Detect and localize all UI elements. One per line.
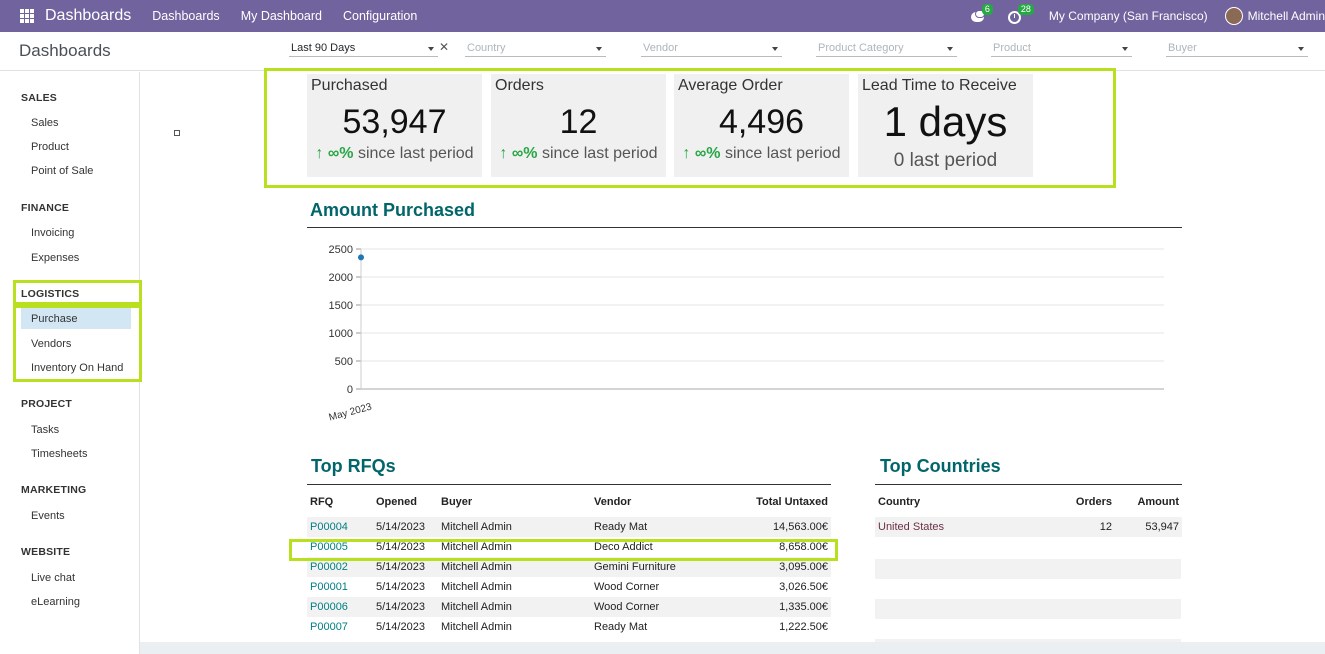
table-row[interactable]: P00007 5/14/2023 Mitchell Admin Ready Ma… <box>310 621 828 633</box>
column-header-rfq[interactable]: RFQ <box>310 495 334 508</box>
sidebar-item-point-of-sale[interactable]: Point of Sale <box>31 165 94 177</box>
user-avatar[interactable] <box>1224 7 1243 25</box>
horizontal-scrollbar[interactable] <box>140 642 1325 654</box>
trend-up-icon: ↑ <box>682 145 691 162</box>
y-tick-label: 2000 <box>329 272 353 284</box>
kpi-average-order[interactable]: Average Order 4,496 ↑ ∞% since last peri… <box>674 74 849 177</box>
chevron-down-icon <box>1298 47 1304 51</box>
empty-table-row <box>875 639 1181 642</box>
chat-count-badge: 6 <box>981 4 993 15</box>
sidebar-item-events[interactable]: Events <box>31 510 65 522</box>
column-header-buyer[interactable]: Buyer <box>441 495 473 508</box>
filter-date-range[interactable]: Last 90 Days ✕ <box>289 40 449 57</box>
kpi-purchased[interactable]: Purchased 53,947 ↑ ∞% since last period <box>307 74 482 177</box>
control-panel: Dashboards Last 90 Days ✕ Country Vendor… <box>0 32 1325 71</box>
data-point <box>358 254 364 261</box>
sidebar-section-marketing: MARKETING <box>21 484 87 496</box>
drag-handle-icon[interactable] <box>174 130 180 136</box>
chevron-down-icon <box>596 47 602 51</box>
table-header-row: RFQ Opened Buyer Vendor Total Untaxed <box>307 486 831 517</box>
sidebar-active-highlight <box>21 308 131 329</box>
activity-count-badge: 28 <box>1017 4 1034 15</box>
table-row[interactable]: P00006 5/14/2023 Mitchell Admin Wood Cor… <box>307 597 831 617</box>
table-row[interactable]: P00001 5/14/2023 Mitchell Admin Wood Cor… <box>310 581 828 593</box>
column-header-amount[interactable]: Amount <box>1137 495 1179 508</box>
clear-filter-icon[interactable]: ✕ <box>438 40 449 54</box>
table-header-row: Country Orders Amount <box>875 486 1182 517</box>
sidebar-item-invoicing[interactable]: Invoicing <box>31 227 75 239</box>
activity-clock-icon[interactable]: 28 <box>1007 4 1034 24</box>
y-tick-label: 2500 <box>329 244 353 256</box>
column-header-vendor[interactable]: Vendor <box>594 495 632 508</box>
filter-vendor[interactable]: Vendor <box>641 40 782 57</box>
sidebar-section-website: WEBSITE <box>21 546 71 558</box>
table-row[interactable]: United States 12 53,947 <box>875 517 1182 537</box>
section-divider <box>875 484 1182 485</box>
company-switcher[interactable]: My Company (San Francisco) <box>1048 9 1208 23</box>
amount-purchased-chart: 0 500 1000 1500 2000 2500 May 2023 <box>307 236 1177 426</box>
sidebar-item-inventory-on-hand[interactable]: Inventory On Hand <box>31 362 124 374</box>
chevron-down-icon <box>428 47 434 51</box>
sidebar-item-purchase[interactable]: Purchase <box>31 313 78 325</box>
sidebar-item-product[interactable]: Product <box>31 141 69 153</box>
amount-purchased-title: Amount Purchased <box>310 200 476 220</box>
menu-dashboards[interactable]: Dashboards <box>152 9 220 23</box>
chevron-down-icon <box>1122 47 1128 51</box>
kpi-lead-time[interactable]: Lead Time to Receive 1 days 0 last perio… <box>858 74 1033 177</box>
trend-up-icon: ↑ <box>315 145 324 162</box>
sidebar-item-tasks[interactable]: Tasks <box>31 424 60 436</box>
kpi-orders[interactable]: Orders 12 ↑ ∞% since last period <box>491 74 666 177</box>
amount-purchased-svg: 0 500 1000 1500 2000 2500 May 2023 <box>328 244 1164 424</box>
column-header-total-untaxed[interactable]: Total Untaxed <box>756 495 828 508</box>
table-row[interactable]: P00005 5/14/2023 Mitchell Admin Deco Add… <box>310 541 828 553</box>
filter-buyer[interactable]: Buyer <box>1166 40 1308 57</box>
empty-table-row <box>875 559 1181 579</box>
column-header-opened[interactable]: Opened <box>376 495 417 508</box>
sidebar-section-project: PROJECT <box>21 398 72 410</box>
trend-up-icon: ↑ <box>499 145 508 162</box>
top-rfqs-table: RFQ Opened Buyer Vendor Total Untaxed P0… <box>307 486 831 637</box>
chevron-down-icon <box>947 47 953 51</box>
top-navbar: Dashboards Dashboards My Dashboard Confi… <box>0 0 1325 32</box>
user-menu[interactable]: Mitchell Admin <box>1247 9 1325 23</box>
sidebar-item-live-chat[interactable]: Live chat <box>31 572 76 584</box>
table-row[interactable]: P00002 5/14/2023 Mitchell Admin Gemini F… <box>307 557 831 577</box>
sidebar-item-elearning[interactable]: eLearning <box>31 596 80 608</box>
sidebar-section-finance: FINANCE <box>21 202 70 214</box>
column-header-country[interactable]: Country <box>878 495 921 508</box>
menu-my-dashboard[interactable]: My Dashboard <box>240 9 322 23</box>
column-header-orders[interactable]: Orders <box>1075 495 1112 508</box>
section-divider <box>307 484 831 485</box>
y-tick-label: 1000 <box>329 328 353 340</box>
sidebar-item-vendors[interactable]: Vendors <box>31 338 72 350</box>
sidebar-section-sales: SALES <box>21 92 58 104</box>
sidebar-item-timesheets[interactable]: Timesheets <box>31 448 88 460</box>
y-tick-label: 1500 <box>329 300 353 312</box>
top-countries-table: Country Orders Amount United States 12 5… <box>875 486 1182 537</box>
y-tick-label: 0 <box>347 384 353 396</box>
chevron-down-icon <box>772 47 778 51</box>
top-countries-title: Top Countries <box>880 456 1001 476</box>
filter-country[interactable]: Country <box>465 40 606 57</box>
menu-configuration[interactable]: Configuration <box>342 9 418 23</box>
sidebar-section-logistics: LOGISTICS <box>21 288 80 300</box>
sidebar-item-sales[interactable]: Sales <box>31 117 59 129</box>
section-divider <box>307 227 1182 228</box>
top-rfqs-title: Top RFQs <box>311 456 396 476</box>
dashboard-sidebar: SALES Sales Product Point of Sale FINANC… <box>0 72 140 654</box>
empty-table-row <box>875 599 1181 619</box>
app-brand[interactable]: Dashboards <box>45 7 132 24</box>
x-tick-label: May 2023 <box>328 401 374 423</box>
filter-product-category[interactable]: Product Category <box>816 40 957 57</box>
page-title: Dashboards <box>19 41 111 60</box>
table-row[interactable]: P00004 5/14/2023 Mitchell Admin Ready Ma… <box>307 517 831 537</box>
filter-product[interactable]: Product <box>991 40 1132 57</box>
sidebar-item-expenses[interactable]: Expenses <box>31 252 80 264</box>
apps-menu-icon[interactable] <box>20 9 34 23</box>
messaging-chat-icon[interactable]: 6 <box>970 4 993 24</box>
y-tick-label: 500 <box>335 356 353 368</box>
